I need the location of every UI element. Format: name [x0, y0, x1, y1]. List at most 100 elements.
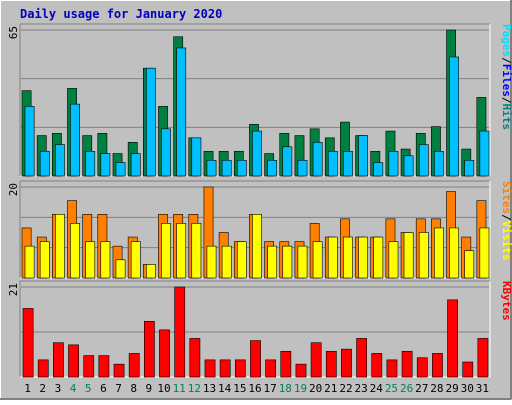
- bar-visits-sites-day-3: [55, 214, 65, 279]
- bar-kbytes-kbytes-day-24: [371, 353, 383, 378]
- legend-sites: Sites: [500, 181, 512, 214]
- bar-visits-sites-day-26: [403, 232, 414, 279]
- bar-kbytes-kbytes-day-25: [386, 359, 398, 378]
- x-tick-label-day-20: 20: [309, 382, 322, 395]
- bar-hits-files-day-18: [282, 146, 293, 177]
- panel-kbytes-legend: KBytes: [500, 281, 512, 321]
- panel-kbytes-bars: [22, 286, 489, 378]
- x-tick-label-day-16: 16: [248, 382, 261, 395]
- x-tick-label-day-23: 23: [355, 382, 368, 395]
- legend-separator: /: [500, 97, 512, 104]
- x-tick-label-day-19: 19: [294, 382, 307, 395]
- bar-visits-sites-day-29: [449, 227, 459, 279]
- legend-pages: Pages: [500, 24, 512, 57]
- bar-hits-files-day-29: [449, 56, 459, 177]
- x-tick-label-day-10: 10: [157, 382, 170, 395]
- bar-visits-sites-day-15: [236, 241, 247, 279]
- bar-hits-files-day-15: [236, 159, 247, 177]
- panel-hits: 65 Pages/Files/Hits: [7, 23, 512, 177]
- bar-kbytes-kbytes-day-18: [280, 350, 292, 378]
- bar-visits-sites-day-20: [312, 241, 323, 279]
- x-tick-label-day-22: 22: [339, 382, 352, 395]
- x-tick-label-day-30: 30: [461, 382, 474, 395]
- x-tick-label-day-12: 12: [188, 382, 201, 395]
- bar-visits-sites-day-30: [464, 250, 475, 279]
- panel-kbytes-ymax-label: 21: [7, 283, 20, 296]
- bar-kbytes-kbytes-day-11: [174, 286, 186, 378]
- bar-visits-sites-day-27: [418, 232, 429, 279]
- x-tick-label-day-14: 14: [218, 382, 232, 395]
- x-tick-label-day-25: 25: [385, 382, 398, 395]
- bar-kbytes-kbytes-day-12: [189, 338, 201, 378]
- bar-kbytes-kbytes-day-13: [204, 359, 216, 378]
- bar-kbytes-kbytes-day-6: [98, 355, 110, 378]
- bar-hits-files-day-21: [327, 150, 338, 177]
- bar-visits-sites-day-4: [70, 223, 80, 279]
- panel-hits-legend: Pages/Files/Hits: [500, 24, 512, 130]
- bar-hits-files-day-9: [145, 67, 156, 177]
- panel-hits-bars: [21, 29, 490, 177]
- bar-visits-sites-day-11: [176, 223, 187, 279]
- x-tick-label-day-15: 15: [233, 382, 246, 395]
- bar-hits-files-day-5: [85, 150, 96, 177]
- bar-kbytes-kbytes-day-23: [356, 338, 368, 378]
- bar-kbytes-kbytes-day-31: [477, 338, 489, 378]
- bar-kbytes-kbytes-day-26: [401, 350, 413, 378]
- x-tick-label-day-6: 6: [100, 382, 107, 395]
- bar-visits-sites-day-13: [206, 245, 217, 279]
- bar-kbytes-kbytes-day-30: [462, 361, 474, 378]
- bar-visits-sites-day-12: [191, 223, 202, 279]
- bar-hits-files-day-1: [24, 106, 35, 177]
- bar-kbytes-kbytes-day-14: [219, 359, 231, 378]
- bar-hits-files-day-24: [373, 162, 384, 177]
- bar-hits-files-day-2: [39, 150, 50, 177]
- bar-hits-files-day-6: [100, 153, 111, 177]
- bar-kbytes-kbytes-day-1: [22, 308, 34, 378]
- bar-visits-sites-day-8: [130, 241, 141, 279]
- bar-hits-files-day-13: [206, 159, 217, 177]
- bar-visits-sites-day-2: [39, 241, 50, 279]
- panel-hits-ymax-label: 65: [7, 26, 20, 39]
- bar-visits-sites-day-9: [145, 264, 156, 279]
- bar-hits-files-day-10: [161, 128, 171, 177]
- bar-visits-sites-day-24: [373, 236, 384, 279]
- bar-visits-sites-day-6: [100, 241, 111, 279]
- bar-visits-sites-day-14: [221, 245, 232, 279]
- panel-visits-ymax-label: 20: [7, 183, 20, 196]
- legend-separator: /: [500, 214, 512, 221]
- x-tick-label-day-27: 27: [415, 382, 428, 395]
- bar-visits-sites-day-22: [343, 236, 353, 279]
- x-tick-label-day-28: 28: [430, 382, 443, 395]
- bar-kbytes-kbytes-day-2: [37, 359, 49, 378]
- bar-hits-files-day-22: [343, 150, 353, 177]
- bar-hits-files-day-26: [403, 155, 414, 177]
- bar-hits-files-day-3: [55, 144, 65, 177]
- bar-hits-files-day-4: [70, 103, 80, 177]
- bar-kbytes-kbytes-day-4: [68, 344, 79, 378]
- bar-hits-files-day-20: [312, 142, 323, 177]
- bar-kbytes-kbytes-day-8: [128, 353, 140, 378]
- bar-kbytes-kbytes-day-17: [265, 359, 277, 378]
- bar-hits-files-day-31: [479, 130, 490, 177]
- bar-visits-sites-day-23: [358, 236, 369, 279]
- bar-kbytes-kbytes-day-20: [310, 342, 322, 378]
- bar-visits-sites-day-17: [267, 245, 278, 279]
- bar-kbytes-kbytes-day-16: [250, 340, 261, 378]
- x-tick-label-day-29: 29: [445, 382, 458, 395]
- bar-hits-files-day-14: [221, 159, 232, 177]
- x-tick-label-day-9: 9: [146, 382, 153, 395]
- x-tick-label-day-11: 11: [173, 382, 186, 395]
- x-tick-label-day-7: 7: [115, 382, 122, 395]
- bar-hits-files-day-7: [115, 162, 126, 177]
- x-tick-label-day-2: 2: [39, 382, 46, 395]
- x-tick-label-day-21: 21: [324, 382, 337, 395]
- x-tick-label-day-3: 3: [55, 382, 62, 395]
- x-tick-label-day-26: 26: [400, 382, 413, 395]
- bar-hits-files-day-27: [418, 144, 429, 177]
- bar-hits-files-day-16: [252, 130, 262, 177]
- bar-hits-files-day-23: [358, 135, 369, 177]
- bar-kbytes-kbytes-day-3: [53, 342, 64, 378]
